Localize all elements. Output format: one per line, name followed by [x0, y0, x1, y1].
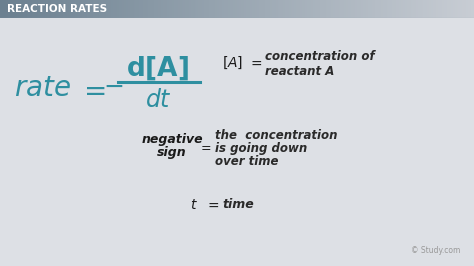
Text: $\mathit{t}$: $\mathit{t}$: [190, 198, 198, 212]
Text: the  concentration: the concentration: [215, 129, 337, 142]
Text: time: time: [222, 198, 254, 211]
Text: negative: negative: [141, 133, 203, 146]
Text: over time: over time: [215, 155, 279, 168]
Text: is going down: is going down: [215, 142, 307, 155]
Text: $\mathit{dt}$: $\mathit{dt}$: [145, 88, 172, 112]
Text: $[A]$: $[A]$: [222, 55, 243, 71]
Text: $=$: $=$: [198, 140, 212, 153]
Text: $-$: $-$: [103, 74, 123, 98]
Text: sign: sign: [157, 146, 187, 159]
Text: REACTION RATES: REACTION RATES: [7, 4, 107, 14]
Text: reactant A: reactant A: [265, 65, 334, 78]
Text: $=$: $=$: [248, 56, 263, 70]
Text: $\it{rate}$: $\it{rate}$: [14, 74, 71, 102]
Text: $=$: $=$: [78, 76, 106, 104]
Text: concentration of: concentration of: [265, 50, 374, 63]
Text: $\mathbf{d[A]}$: $\mathbf{d[A]}$: [127, 54, 190, 82]
Text: $=$: $=$: [205, 198, 220, 212]
Text: © Study.com: © Study.com: [410, 246, 460, 255]
